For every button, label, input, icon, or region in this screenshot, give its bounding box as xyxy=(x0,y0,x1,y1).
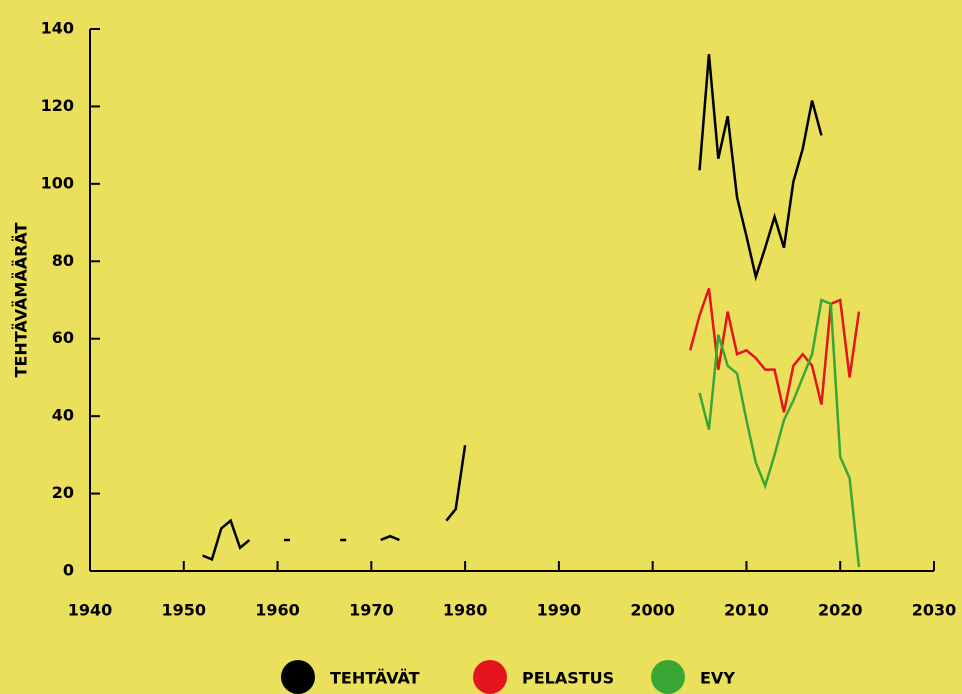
y-tick-label: 0 xyxy=(63,561,74,580)
x-tick-label: 2030 xyxy=(912,601,957,620)
series-line xyxy=(700,54,822,277)
x-tick-label: 1960 xyxy=(255,601,300,620)
x-tick-label: 1950 xyxy=(162,601,207,620)
legend-label: TEHTÄVÄT xyxy=(330,669,420,688)
y-axis-label: TEHTÄVÄMÄÄRÄT xyxy=(12,222,31,377)
x-tick-label: 1980 xyxy=(443,601,488,620)
chart: TEHTÄVÄMÄÄRÄT 0 20 40 60 80 100 120 140 1940 1950… xyxy=(0,0,962,694)
legend-label: PELASTUS xyxy=(522,669,614,688)
series-line xyxy=(203,521,250,560)
x-tick-label: 1990 xyxy=(537,601,582,620)
y-tick-label: 100 xyxy=(41,173,74,192)
legend-swatch xyxy=(473,660,507,694)
x-tick-label: 1970 xyxy=(349,601,394,620)
series-line xyxy=(446,445,465,520)
legend-swatch xyxy=(281,660,315,694)
x-tick-label: 1940 xyxy=(68,601,113,620)
y-tick-label: 60 xyxy=(52,328,74,347)
y-tick-label: 140 xyxy=(41,19,74,38)
y-tick-label: 80 xyxy=(52,251,74,270)
x-tick-label: 2020 xyxy=(818,601,863,620)
y-tick-label: 120 xyxy=(41,96,74,115)
legend-label: EVY xyxy=(700,669,735,688)
y-tick-label: 20 xyxy=(52,483,74,502)
x-tick-label: 2010 xyxy=(724,601,769,620)
legend-swatch xyxy=(651,660,685,694)
series-line xyxy=(381,536,400,540)
y-tick-label: 40 xyxy=(52,406,74,425)
x-tick-label: 2000 xyxy=(630,601,675,620)
